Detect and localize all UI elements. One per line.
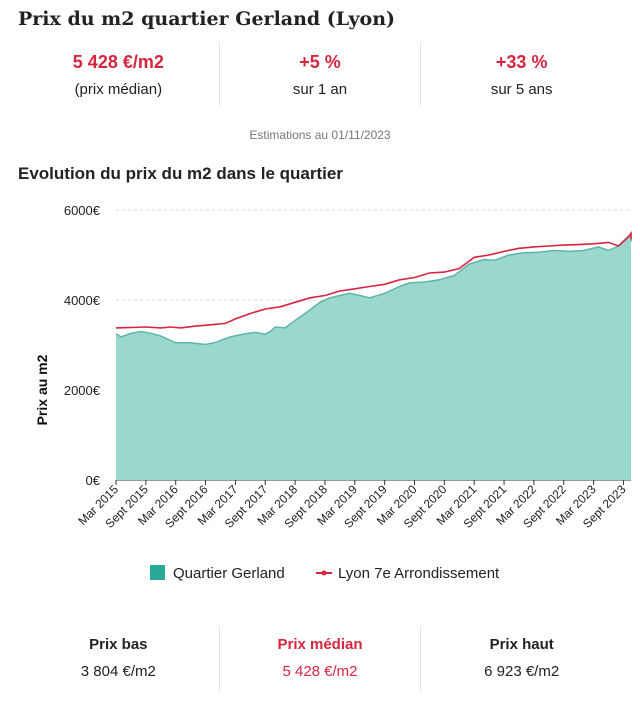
chart-subtitle: Evolution du prix du m2 dans le quartier bbox=[18, 164, 343, 183]
y-tick-label: 6000€ bbox=[64, 203, 101, 218]
chart-series bbox=[115, 230, 632, 480]
price-median-value: 5 428 €/m2 bbox=[282, 663, 358, 680]
price-summary: Prix bas 3 804 €/m2 Prix médian 5 428 €/… bbox=[18, 626, 622, 692]
estimation-date: Estimations au 01/11/2023 bbox=[249, 128, 391, 142]
legend-label-gerland: Quartier Gerland bbox=[173, 565, 285, 582]
stat-median-label: (prix médian) bbox=[74, 81, 163, 98]
price-low: Prix bas 3 804 €/m2 bbox=[18, 626, 220, 692]
price-high-value: 6 923 €/m2 bbox=[484, 663, 560, 680]
y-tick-label: 2000€ bbox=[64, 383, 101, 398]
y-tick-label: 0€ bbox=[86, 473, 101, 488]
chart-legend[interactable]: Quartier Gerland Lyon 7e Arrondissement bbox=[150, 565, 500, 582]
price-low-label: Prix bas bbox=[89, 636, 148, 653]
price-chart: 0€ 2000€ 4000€ 6000€ Prix au m2 Mar 2015Sep… bbox=[34, 203, 632, 582]
area-series-gerland bbox=[116, 234, 631, 480]
stats-row: 5 428 €/m2 (prix médian) +5 % sur 1 an +… bbox=[18, 42, 622, 106]
y-tick-labels: 0€ 2000€ 4000€ 6000€ bbox=[64, 203, 101, 488]
stat-median: 5 428 €/m2 (prix médian) bbox=[18, 42, 220, 106]
y-axis-label: Prix au m2 bbox=[34, 354, 50, 425]
legend-marker-lyon7 bbox=[321, 570, 327, 576]
stat-median-value: 5 428 €/m2 bbox=[72, 52, 164, 72]
price-high-label: Prix haut bbox=[489, 636, 554, 653]
line-series-lyon7 bbox=[115, 230, 632, 329]
price-median: Prix médian 5 428 €/m2 bbox=[220, 626, 422, 692]
legend-swatch-gerland bbox=[150, 565, 165, 580]
y-tick-label: 4000€ bbox=[64, 293, 101, 308]
area-outline-gerland bbox=[115, 233, 632, 346]
stat-five-years: +33 % sur 5 ans bbox=[421, 42, 622, 106]
price-median-label: Prix médian bbox=[277, 636, 363, 653]
stat-one-year-label: sur 1 an bbox=[292, 81, 348, 98]
stat-one-year-value: +5 % bbox=[299, 52, 341, 72]
stat-five-years-label: sur 5 ans bbox=[490, 81, 553, 98]
legend-label-lyon7: Lyon 7e Arrondissement bbox=[338, 565, 500, 582]
page-title: Prix du m2 quartier Gerland (Lyon) bbox=[18, 8, 395, 30]
price-high: Prix haut 6 923 €/m2 bbox=[421, 626, 622, 692]
price-low-value: 3 804 €/m2 bbox=[80, 663, 156, 680]
stat-five-years-value: +33 % bbox=[495, 52, 548, 72]
stat-one-year: +5 % sur 1 an bbox=[220, 42, 422, 106]
